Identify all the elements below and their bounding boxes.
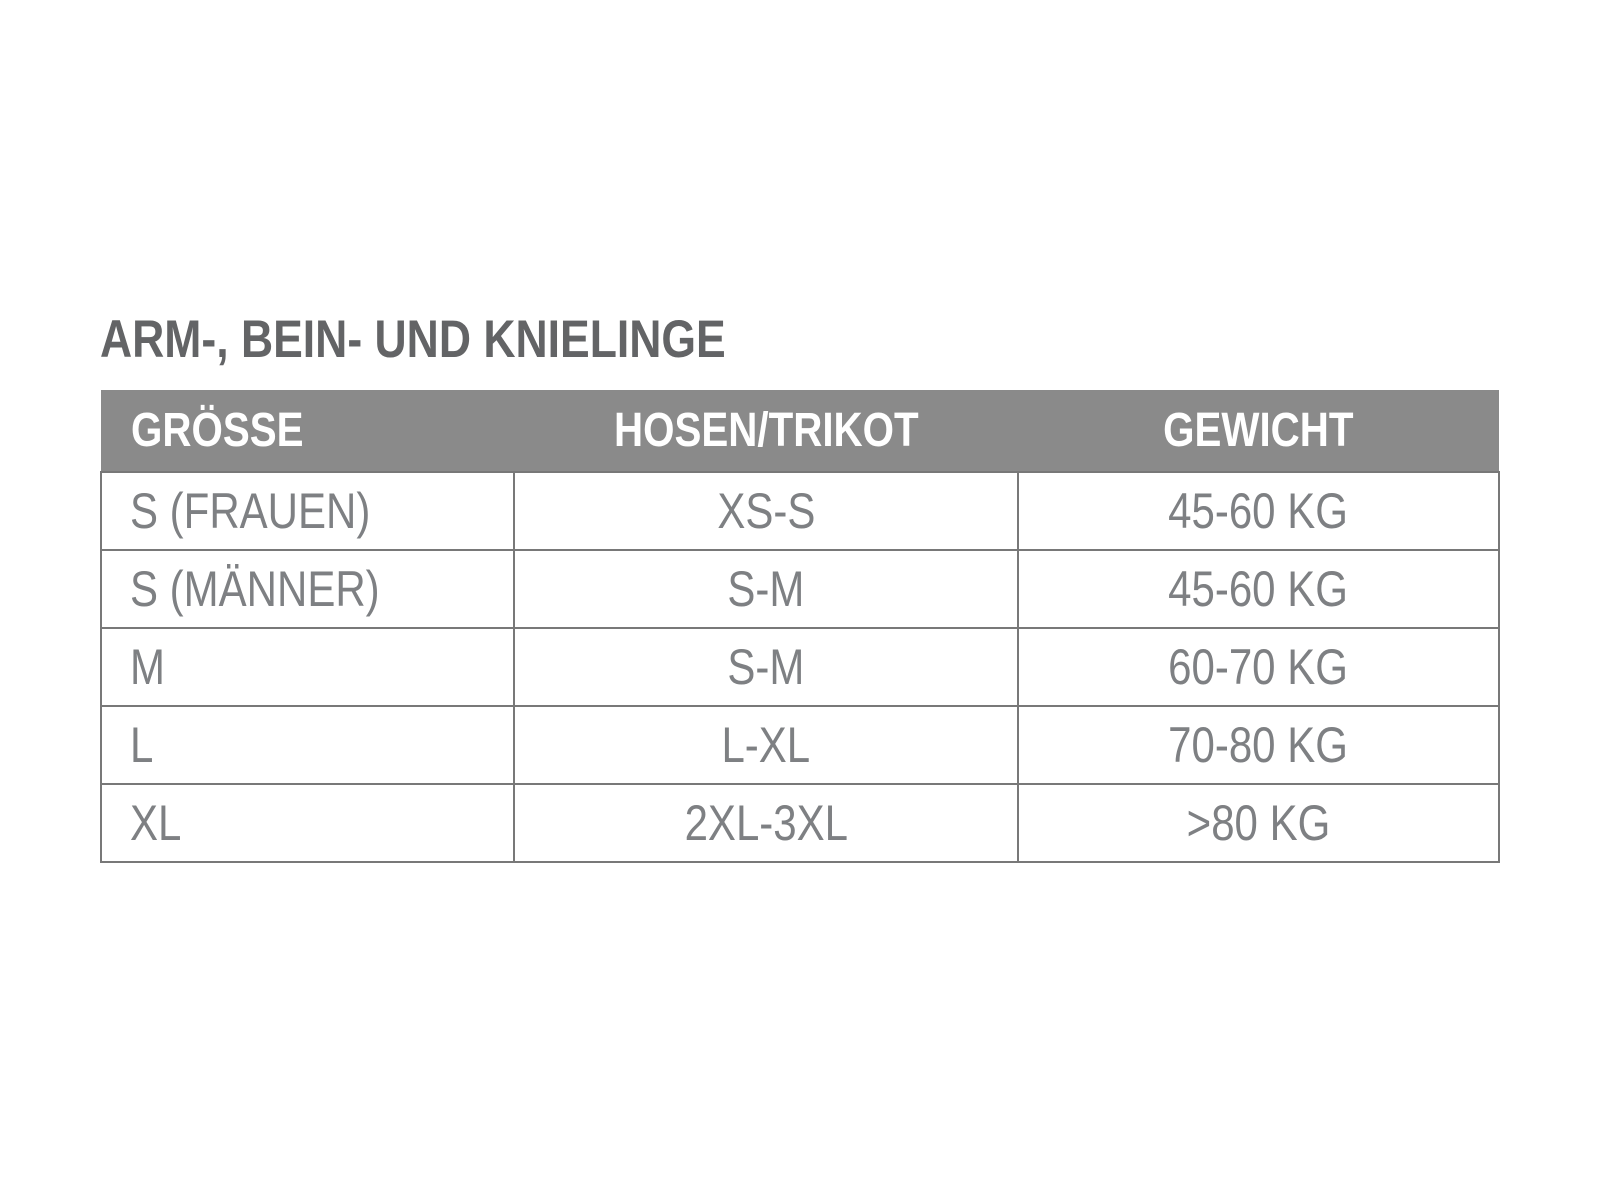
cell-groesse: S (FRAUEN)	[100, 471, 515, 551]
cell-gewicht: 70-80 KG	[1017, 705, 1500, 785]
table-row: S (FRAUEN) XS-S 45-60 KG	[100, 471, 1500, 551]
header-gewicht: GEWICHT	[1018, 390, 1499, 472]
header-row: GRÖSSE HOSEN/TRIKOT GEWICHT	[101, 390, 1499, 472]
page-title-text: ARM-, BEIN- UND KNIELINGE	[100, 310, 726, 369]
cell-groesse: M	[100, 627, 515, 707]
cell-groesse: L	[100, 705, 515, 785]
cell-hosen-trikot: L-XL	[513, 705, 1019, 785]
size-table: GRÖSSE HOSEN/TRIKOT GEWICHT S (FRAUEN) X…	[100, 390, 1500, 863]
size-chart-section: ARM-, BEIN- UND KNIELINGE GRÖSSE HOSEN/T…	[100, 313, 1500, 863]
cell-gewicht: 45-60 KG	[1017, 471, 1500, 551]
header-hosen-trikot: HOSEN/TRIKOT	[514, 390, 1018, 472]
cell-groesse: XL	[100, 783, 515, 863]
cell-gewicht: >80 KG	[1017, 783, 1500, 863]
table-row: M S-M 60-70 KG	[100, 627, 1500, 707]
cell-hosen-trikot: 2XL-3XL	[513, 783, 1019, 863]
page-title: ARM-, BEIN- UND KNIELINGE	[100, 313, 1498, 366]
table-row: L L-XL 70-80 KG	[100, 705, 1500, 785]
table-row: XL 2XL-3XL >80 KG	[100, 783, 1500, 863]
cell-hosen-trikot: XS-S	[513, 471, 1019, 551]
cell-groesse: S (MÄNNER)	[100, 549, 515, 629]
header-groesse: GRÖSSE	[101, 390, 514, 472]
cell-gewicht: 45-60 KG	[1017, 549, 1500, 629]
size-table-header: GRÖSSE HOSEN/TRIKOT GEWICHT	[101, 390, 1499, 472]
table-row: S (MÄNNER) S-M 45-60 KG	[100, 549, 1500, 629]
cell-hosen-trikot: S-M	[513, 549, 1019, 629]
size-table-body: S (FRAUEN) XS-S 45-60 KG S (MÄNNER) S-M …	[100, 471, 1500, 863]
cell-hosen-trikot: S-M	[513, 627, 1019, 707]
cell-gewicht: 60-70 KG	[1017, 627, 1500, 707]
